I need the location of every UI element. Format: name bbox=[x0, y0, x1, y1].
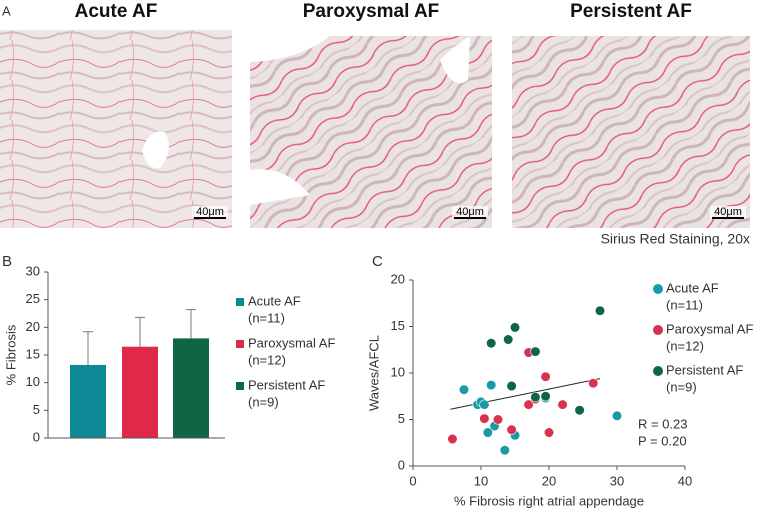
legend-label: Persistent AF bbox=[248, 377, 325, 392]
legend-swatch bbox=[653, 366, 663, 376]
legend-label: Acute AF bbox=[666, 280, 719, 295]
y-tick-label: 30 bbox=[26, 263, 40, 278]
point bbox=[557, 399, 568, 410]
scale-label: 40μm bbox=[714, 206, 742, 218]
y-tick-label: 10 bbox=[391, 364, 405, 379]
legend-swatch bbox=[653, 284, 663, 294]
point bbox=[530, 392, 541, 403]
point bbox=[506, 424, 517, 435]
x-tick-label: 0 bbox=[409, 473, 416, 488]
point bbox=[540, 391, 551, 402]
bar bbox=[173, 338, 209, 438]
point bbox=[458, 384, 470, 395]
legend-note: (n=12) bbox=[666, 338, 704, 353]
histology-image bbox=[0, 30, 232, 228]
scale-label: 40μm bbox=[456, 206, 484, 218]
point bbox=[506, 380, 517, 392]
y-tick-label: 0 bbox=[398, 457, 405, 472]
y-axis-label: % Fibrosis bbox=[3, 324, 18, 385]
legend-label: Acute AF bbox=[248, 293, 301, 308]
y-tick-label: 5 bbox=[398, 411, 405, 426]
y-axis-label: Waves/AFCL bbox=[366, 335, 381, 411]
legend-swatch bbox=[653, 325, 663, 335]
image-title: Acute AF bbox=[75, 1, 158, 22]
legend-note: (n=12) bbox=[248, 352, 286, 367]
point bbox=[540, 371, 551, 382]
point bbox=[530, 346, 541, 357]
y-tick-label: 20 bbox=[26, 319, 40, 334]
point bbox=[594, 305, 606, 316]
lumen bbox=[142, 131, 169, 169]
x-tick-label: 40 bbox=[678, 473, 692, 488]
scale-bars bbox=[192, 206, 746, 219]
x-axis-label: % Fibrosis right atrial appendage bbox=[454, 493, 644, 508]
point bbox=[482, 427, 493, 438]
y-tick-label: 10 bbox=[26, 374, 40, 389]
point bbox=[588, 378, 599, 389]
y-tick-label: 15 bbox=[26, 346, 40, 361]
y-tick-label: 5 bbox=[33, 402, 40, 417]
legend-swatch bbox=[236, 340, 244, 348]
point bbox=[486, 338, 497, 349]
y-tick-label: 0 bbox=[33, 429, 40, 444]
point bbox=[523, 399, 534, 410]
point bbox=[574, 405, 585, 416]
point bbox=[479, 413, 490, 424]
x-tick-label: 30 bbox=[610, 473, 624, 488]
point bbox=[611, 410, 623, 421]
panel-label: C bbox=[372, 253, 383, 270]
point bbox=[486, 379, 497, 391]
y-tick-label: 15 bbox=[391, 318, 405, 333]
legend-swatch bbox=[236, 382, 244, 390]
x-tick-label: 10 bbox=[474, 473, 488, 488]
panel-label: B bbox=[2, 253, 12, 270]
point bbox=[509, 322, 521, 333]
legend-note: (n=11) bbox=[248, 310, 285, 325]
point bbox=[447, 433, 458, 445]
legend-swatch bbox=[236, 298, 244, 306]
legend-note: (n=9) bbox=[248, 394, 279, 409]
point bbox=[503, 334, 514, 345]
legend-label: Persistent AF bbox=[666, 362, 743, 377]
panel-label: A bbox=[2, 3, 11, 18]
point bbox=[499, 445, 510, 456]
point bbox=[543, 427, 555, 438]
annotation: P = 0.20 bbox=[638, 433, 687, 448]
scale-label: 40μm bbox=[196, 206, 224, 218]
histology-image bbox=[512, 36, 750, 228]
x-tick-label: 20 bbox=[542, 473, 556, 488]
legend-label: Paroxysmal AF bbox=[666, 321, 753, 336]
legend-label: Paroxysmal AF bbox=[248, 335, 335, 350]
legend-note: (n=9) bbox=[666, 379, 697, 394]
point bbox=[479, 399, 490, 410]
bar bbox=[122, 346, 158, 438]
gap bbox=[250, 36, 470, 205]
image-title: Paroxysmal AF bbox=[303, 1, 440, 22]
image-title: Persistent AF bbox=[570, 1, 692, 22]
caption: Sirius Red Staining, 20x bbox=[601, 231, 750, 247]
point bbox=[492, 414, 504, 425]
y-tick-label: 25 bbox=[26, 291, 40, 306]
annotation: R = 0.23 bbox=[638, 416, 688, 431]
legend-note: (n=11) bbox=[666, 297, 703, 312]
bar bbox=[70, 364, 106, 438]
y-tick-label: 20 bbox=[391, 271, 405, 286]
